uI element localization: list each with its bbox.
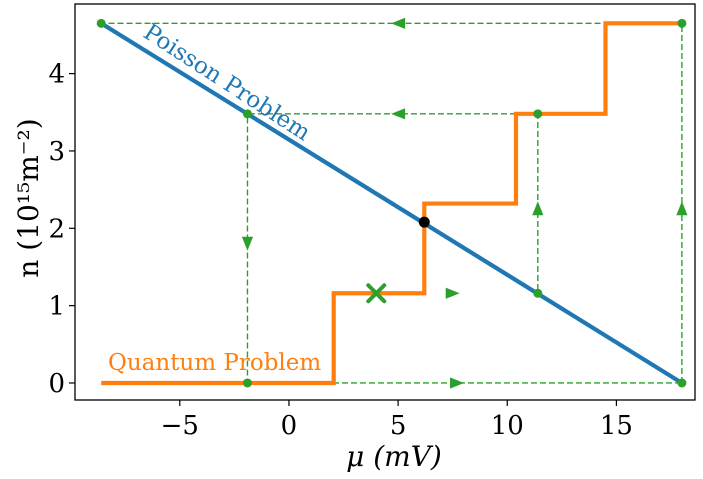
- quantum-problem-label: Quantum Problem: [108, 350, 321, 376]
- iteration-point: [533, 288, 543, 298]
- x-tick-label: 10: [491, 411, 524, 441]
- start-marker-stroke: [366, 283, 387, 304]
- solution-point: [418, 216, 430, 228]
- plot-border: [74, 3, 696, 401]
- y-tick-label: 0: [48, 369, 65, 399]
- arrow-left-icon: [391, 17, 406, 29]
- arrow-right-icon: [445, 287, 460, 299]
- arrow-up-icon: [676, 201, 688, 216]
- x-tick-label: 15: [600, 411, 633, 441]
- x-tick-label: −5: [161, 411, 199, 441]
- iteration-point: [677, 378, 687, 388]
- iteration-point: [242, 109, 252, 119]
- iteration-point: [96, 18, 106, 28]
- y-tick-label: 1: [48, 292, 65, 322]
- iteration-point: [677, 18, 687, 28]
- x-tick-label: 0: [281, 411, 298, 441]
- markers: [96, 18, 687, 388]
- poisson-problem-label: Poisson Problem: [139, 19, 315, 146]
- x-tick-label: 5: [390, 411, 407, 441]
- start-x-marker: [366, 283, 387, 304]
- iteration-point: [242, 378, 252, 388]
- arrow-left-icon: [391, 108, 406, 120]
- quantum-problem-line: [101, 21, 682, 386]
- axis-ticks: −5 0 5 10 15 0 1 2 3 4: [48, 60, 633, 441]
- y-axis-label: n (10¹⁵m⁻²): [12, 118, 45, 277]
- iteration-point: [533, 109, 543, 119]
- y-tick-label: 3: [48, 137, 65, 167]
- y-tick-label: 4: [48, 60, 65, 90]
- x-axis-label: μ (mV): [346, 440, 442, 473]
- poisson-problem-line: [100, 21, 684, 385]
- y-tick-label: 2: [48, 214, 65, 244]
- arrow-up-icon: [532, 201, 544, 216]
- arrow-right-icon: [450, 377, 465, 389]
- arrow-down-icon: [241, 236, 254, 251]
- series-lines: [100, 21, 684, 386]
- plot-frame: [74, 3, 696, 401]
